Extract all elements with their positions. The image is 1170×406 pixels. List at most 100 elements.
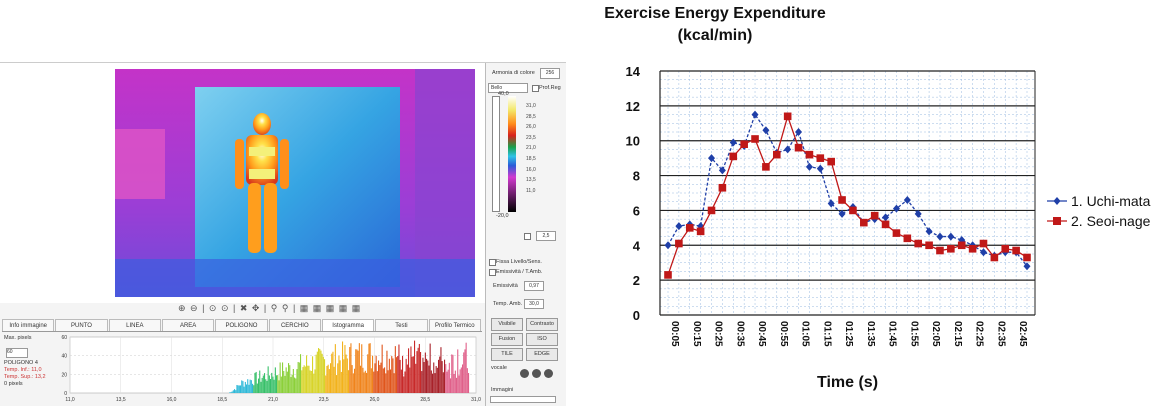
- profile-checkbox[interactable]: [532, 85, 539, 92]
- histogram-bar: [328, 369, 330, 393]
- histogram-bar: [421, 371, 423, 393]
- tab-testi[interactable]: Testi: [375, 319, 428, 331]
- iso-button[interactable]: ISO: [526, 333, 558, 346]
- tab-profilo-termico[interactable]: Profilo Termico: [428, 319, 481, 331]
- histogram-x-tick: 31,0: [471, 397, 481, 403]
- histogram-bar: [447, 369, 449, 393]
- histogram-bar: [350, 343, 352, 393]
- histogram-bar: [448, 362, 450, 393]
- fusion-button[interactable]: Fusion: [491, 333, 523, 346]
- visible-button[interactable]: Visibile: [491, 318, 523, 331]
- tab-istogramma[interactable]: Istogramma: [321, 319, 375, 331]
- legend-label: 1. Uchi-mata: [1071, 193, 1151, 209]
- color-palette-bar: [508, 96, 516, 212]
- record-icon[interactable]: [520, 369, 529, 378]
- scale-bottom-label: -20,0: [496, 213, 509, 219]
- seoi-nage-point: [957, 241, 966, 250]
- level-slider[interactable]: [492, 96, 500, 212]
- palette-spinner[interactable]: 256: [540, 68, 560, 79]
- histogram-bar: [362, 367, 364, 393]
- histogram-bar: [308, 365, 310, 393]
- tab-poligono[interactable]: POLIGONO: [215, 319, 268, 331]
- uchi-mata-point: [914, 209, 922, 218]
- histogram-bar: [456, 377, 458, 393]
- x-tick-label: 00:15: [691, 321, 702, 347]
- histogram-bar: [412, 356, 414, 393]
- edge-button[interactable]: EDGE: [526, 348, 558, 361]
- x-tick-label: 01:15: [821, 321, 832, 347]
- histogram-bar: [390, 369, 392, 393]
- emissivity-input[interactable]: 0,97: [524, 281, 544, 291]
- thermal-image[interactable]: [115, 69, 475, 297]
- histogram-bar: [351, 365, 353, 393]
- histogram-bar: [252, 383, 254, 393]
- temp-amb-input[interactable]: 30,0: [524, 299, 544, 309]
- tab-cerchio[interactable]: CERCHIO: [268, 319, 321, 331]
- stop-icon[interactable]: [544, 369, 553, 378]
- histogram-bar: [355, 349, 357, 393]
- histogram-bar: [250, 380, 252, 393]
- scale-tick-label: 16,0: [526, 166, 536, 173]
- histogram-bar: [248, 384, 250, 393]
- histogram-bar: [246, 384, 248, 393]
- images-label: Immagini: [491, 387, 514, 393]
- histogram-bar: [410, 346, 412, 393]
- chart-title: Exercise Energy Expenditure: [604, 5, 826, 22]
- histogram-bar: [387, 370, 389, 393]
- histogram-y-tick: 0: [64, 391, 67, 397]
- histogram-bar: [272, 376, 274, 393]
- image-toolbar[interactable]: ⊕ ⊖ | ⊙ ⊙ | ✖ ✥ | ⚲ ⚲ | ▦ ▦ ▦ ▦ ▦: [178, 303, 362, 313]
- histogram-bar: [385, 373, 387, 393]
- histogram-bar: [450, 378, 452, 393]
- histogram-bar: [302, 367, 304, 393]
- uchi-mata-point: [708, 154, 716, 163]
- step-spinner[interactable]: 2,5: [536, 231, 556, 241]
- histogram-bar: [373, 371, 375, 393]
- fix-level-checkbox[interactable]: [489, 259, 496, 266]
- seoi-nage-point: [990, 253, 999, 262]
- seoi-nage-point: [783, 112, 792, 121]
- seoi-nage-point: [870, 211, 879, 220]
- histogram-bar: [440, 347, 442, 393]
- emissivity-checkbox[interactable]: [489, 269, 496, 276]
- histogram-bar: [256, 383, 258, 393]
- tab-info-immagine[interactable]: Info immagine: [2, 319, 55, 331]
- histogram-bar: [352, 373, 354, 393]
- histogram-bar: [404, 371, 406, 393]
- histogram-bar: [422, 357, 424, 393]
- histogram-bar: [232, 390, 234, 393]
- uchi-mata-point: [979, 248, 987, 257]
- legend-label: 2. Seoi-nage: [1071, 213, 1151, 229]
- histogram-bar: [429, 343, 431, 393]
- play-icon[interactable]: [532, 369, 541, 378]
- scale-tick-label: 31,0: [526, 103, 536, 109]
- max-pixels-spinner[interactable]: 60: [6, 348, 28, 358]
- tab-linea[interactable]: LINEA: [108, 319, 161, 331]
- scale-tick-label: 13,5: [526, 177, 536, 184]
- histogram-bar: [296, 369, 298, 393]
- histogram-bar: [441, 361, 443, 393]
- uchi-mata-point: [795, 128, 803, 136]
- legend-square-marker: [1047, 217, 1067, 225]
- fix-level-label: Fissa Livello/Sens.: [496, 259, 542, 265]
- histogram-bar: [396, 357, 398, 393]
- histogram-bar: [349, 347, 351, 393]
- histogram-bar: [374, 363, 376, 393]
- uchi-mata-point: [892, 204, 900, 213]
- contrast-button[interactable]: Contrasto: [526, 318, 558, 331]
- tile-button[interactable]: TILE: [491, 348, 523, 361]
- tab-area[interactable]: AREA: [161, 319, 215, 331]
- uchi-mata-point: [784, 145, 792, 154]
- palette-select[interactable]: Bello: [488, 83, 528, 93]
- histogram-bar: [435, 366, 437, 393]
- images-scrollbar[interactable]: [490, 396, 556, 403]
- x-tick-label: 00:45: [756, 321, 767, 347]
- histogram-bar: [337, 363, 339, 393]
- histogram-bar: [356, 349, 358, 393]
- thermal-software-window: ⊕ ⊖ | ⊙ ⊙ | ✖ ✥ | ⚲ ⚲ | ▦ ▦ ▦ ▦ ▦ Info i…: [0, 62, 566, 406]
- histogram-bar: [324, 359, 326, 393]
- tab-punto[interactable]: PUNTO: [55, 319, 108, 331]
- scale-tick-label: 18,5: [526, 155, 536, 162]
- histogram-bar: [348, 370, 350, 393]
- spin-checkbox[interactable]: [524, 233, 531, 240]
